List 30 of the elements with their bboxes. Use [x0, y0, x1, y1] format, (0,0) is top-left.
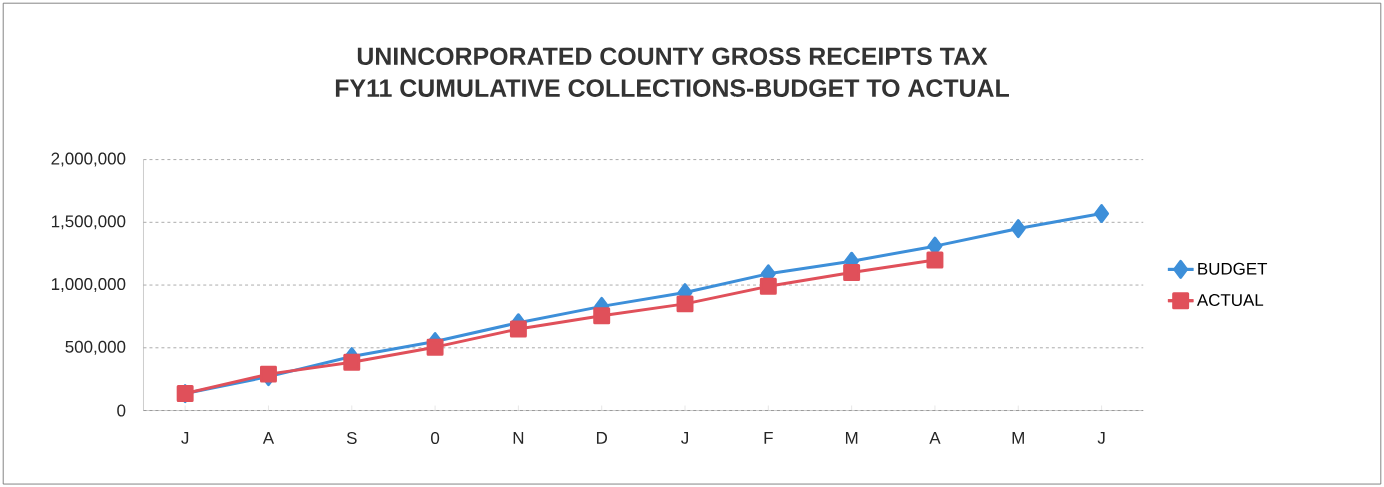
legend-label: ACTUAL	[1196, 293, 1264, 306]
point	[509, 320, 527, 338]
x-tick-label: M	[845, 431, 858, 444]
point	[926, 251, 944, 269]
y-tick-label: 0	[117, 404, 126, 417]
point	[1010, 219, 1026, 238]
x-tick-label: A	[262, 431, 275, 444]
point	[759, 277, 777, 295]
x-tick-label: J	[681, 431, 688, 444]
y-tick-label: 1,000,000	[51, 277, 126, 292]
point	[676, 295, 694, 313]
x-tick-label: S	[346, 431, 357, 444]
x-tick-label: N	[513, 431, 524, 444]
x-tick-label: F	[764, 431, 773, 444]
point	[426, 338, 444, 356]
y-tick-label: 1,500,000	[51, 215, 126, 230]
x-tick-label: M	[1012, 431, 1024, 444]
point	[1094, 203, 1110, 223]
x-tick-label: J	[1097, 431, 1105, 444]
x-tick-label: A	[929, 431, 941, 444]
chart-title: UNINCORPORATED COUNTY GROSS RECEIPTS TAX FY11 CUMULATIVE COLLECTIONS-BUDGET TO ACTUAL	[335, 47, 1009, 97]
point	[343, 353, 361, 371]
y-tick-label: 500,000	[65, 340, 126, 355]
point	[843, 263, 861, 281]
legend-label: BUDGET	[1198, 262, 1268, 275]
x-tick-label: 0	[431, 431, 440, 444]
point	[593, 307, 611, 325]
x-tick-label: D	[596, 431, 608, 444]
x-tick-label: J	[181, 431, 189, 444]
y-tick-label: 2,000,000	[51, 152, 126, 167]
